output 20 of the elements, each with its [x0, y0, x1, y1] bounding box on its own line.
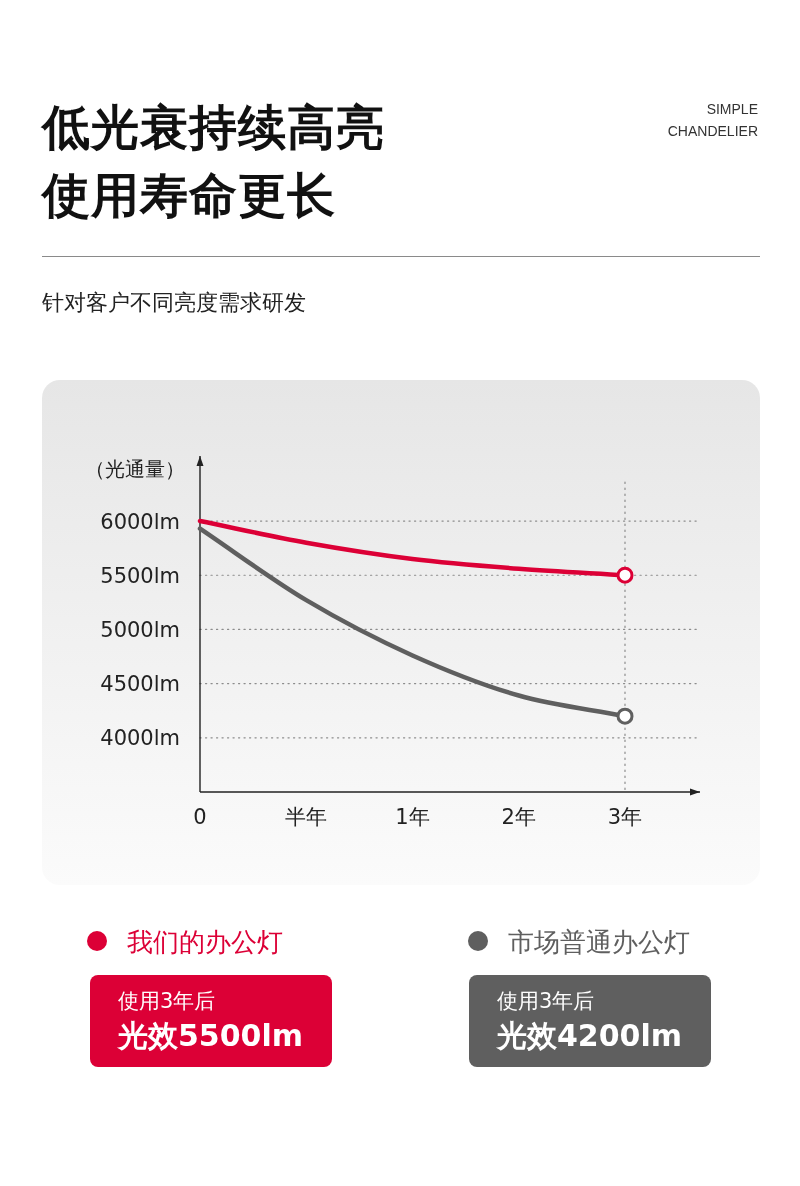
y-tick-label: 6000lm — [100, 509, 180, 534]
x-tick-label: 1年 — [395, 805, 430, 829]
text: 使用3年后 — [118, 989, 216, 1013]
chart-subtitle: 针对客户不同亮度需求研发 — [42, 289, 306, 317]
x-tick-label: 2年 — [501, 805, 536, 829]
x-tick-label: 3年 — [607, 805, 643, 829]
legend-label: 市场普通办公灯 — [508, 926, 690, 957]
chart-title: 低光衰持续高亮使用寿命更长 — [42, 98, 386, 225]
y-tick-label: 4000lm — [100, 726, 180, 751]
x-tick-label: 0 — [193, 805, 207, 829]
y-tick-label: 4500lm — [100, 672, 180, 697]
y-tick-label: 5000lm — [100, 617, 180, 642]
text: 光效5500lm — [116, 1018, 304, 1053]
x-tick-label: 半年 — [285, 805, 328, 829]
text: SIMPLE CHANDELIER — [666, 100, 758, 141]
text: 使用3年后 — [497, 989, 595, 1013]
y-tick-label: 5500lm — [100, 563, 180, 588]
legend-label: 我们的办公灯 — [127, 926, 283, 957]
y-axis-title: （光通量） — [85, 457, 185, 481]
text: 光效4200lm — [495, 1018, 683, 1053]
